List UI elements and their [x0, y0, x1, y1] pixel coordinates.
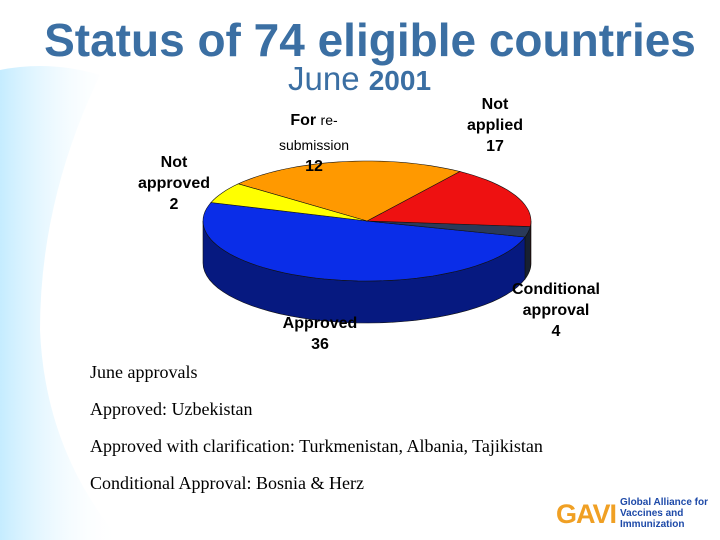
label-not-approved-line1: Not: [160, 154, 188, 171]
label-approved-line1: Approved: [282, 315, 358, 332]
label-conditional-approval: Conditional approval 4: [500, 279, 612, 342]
notes-heading: June approvals: [90, 362, 198, 382]
approval-notes: June approvals Approved: Uzbekistan Appr…: [90, 362, 543, 510]
label-approved: Approved 36: [272, 313, 368, 355]
pie-slice-not-approved: [366, 220, 531, 238]
pie-slice-conditional-approval: [210, 183, 368, 222]
subtitle-year: 2001: [368, 65, 432, 96]
label-for-resubmission: For re- submission 12: [256, 110, 372, 177]
pie-slice-approved: [202, 202, 526, 282]
label-not-applied-line2: applied: [466, 117, 523, 134]
notes-approved-clarification: Approved with clarification: Turkmenista…: [90, 436, 543, 456]
label-approved-value: 36: [311, 336, 329, 353]
label-resub-value: 12: [305, 158, 323, 175]
label-conditional-line2: approval: [522, 302, 590, 319]
gavi-logo-line2: Vaccines and Immunization: [620, 508, 685, 530]
gavi-logo-text: Global Alliance for Vaccines and Immuniz…: [620, 497, 720, 530]
label-not-applied-line1: Not: [481, 96, 509, 113]
label-not-applied: Not applied 17: [450, 94, 540, 157]
label-conditional-value: 4: [551, 323, 561, 340]
label-resub-re: re-: [320, 112, 338, 128]
gavi-logo: GAVI Global Alliance for Vaccines and Im…: [556, 497, 720, 530]
label-resub-line2: submission: [278, 137, 350, 153]
pie-slice-for-re-submission: [365, 171, 532, 227]
gavi-logo-line1: Global Alliance for: [620, 497, 708, 508]
slide-subtitle: June 2001: [288, 60, 431, 100]
gavi-logo-mark: GAVI: [556, 498, 617, 529]
subtitle-month: June: [288, 60, 360, 97]
notes-conditional: Conditional Approval: Bosnia & Herz: [90, 473, 364, 493]
label-resub-for: For: [290, 112, 317, 129]
label-conditional-line1: Conditional: [512, 281, 600, 298]
label-not-approved: Not approved 2: [130, 152, 218, 215]
notes-approved: Approved: Uzbekistan: [90, 399, 253, 419]
slide-title: Status of 74 eligible countries: [44, 14, 696, 66]
pie-side-for-re-submission-0: [530, 221, 532, 269]
label-not-approved-line2: approved: [137, 175, 210, 192]
label-not-approved-value: 2: [169, 196, 179, 213]
label-not-applied-value: 17: [486, 138, 504, 155]
pie-slice-not-applied: [237, 160, 461, 222]
